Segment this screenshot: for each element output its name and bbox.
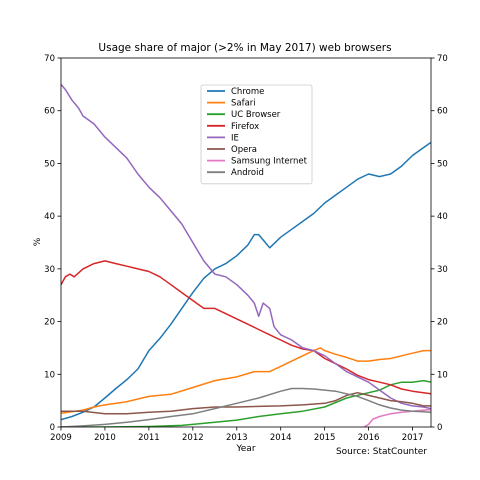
x-axis-label: Year	[235, 444, 255, 454]
chart-title: Usage share of major (>2% in May 2017) w…	[98, 42, 391, 54]
x-tick-label: 2009	[50, 433, 72, 443]
y-right-tick-label: 60	[437, 107, 448, 117]
y-axis-right: 0 10 20 30 40 50 60 70	[431, 54, 448, 433]
x-tick-label: 2014	[270, 433, 292, 443]
source-note: Source: StatCounter	[336, 447, 427, 457]
y-axis-left: 0 10 20 30 40 50 60 70	[44, 54, 61, 433]
legend-label-samsung-internet: Samsung Internet	[231, 157, 308, 167]
legend-label-opera: Opera	[231, 145, 257, 155]
legend-label-safari: Safari	[231, 99, 256, 109]
y-tick-label: 70	[44, 54, 55, 64]
x-tick-label: 2011	[138, 433, 160, 443]
series-line-uc-browser	[61, 379, 431, 427]
series-line-chrome	[61, 141, 431, 421]
y-tick-label: 30	[44, 265, 55, 275]
y-right-tick-label: 30	[437, 265, 448, 275]
x-tick-label: 2010	[94, 433, 116, 443]
plot-frame	[60, 57, 432, 428]
y-tick-label: 50	[44, 159, 55, 169]
x-tick-label: 2015	[314, 433, 336, 443]
series-line-firefox	[61, 260, 431, 395]
y-right-tick-label: 70	[437, 54, 448, 64]
series-layer	[61, 83, 431, 427]
y-axis-label: %	[33, 237, 43, 246]
y-right-tick-label: 0	[437, 423, 442, 433]
plot-area	[60, 57, 432, 428]
y-right-tick-label: 40	[437, 212, 448, 222]
series-line-ie	[61, 83, 431, 410]
legend-label-ie: IE	[231, 133, 239, 143]
x-tick-label: 2013	[226, 433, 248, 443]
legend-label-firefox: Firefox	[231, 122, 259, 132]
x-axis: 2009 2010 2011 2012 2013 2014 2015 2016 2017	[50, 427, 423, 443]
y-tick-label: 20	[44, 318, 55, 328]
y-tick-label: 60	[44, 107, 55, 117]
series-line-samsung-internet	[363, 408, 431, 427]
series-line-opera	[61, 391, 431, 415]
y-tick-label: 0	[50, 423, 55, 433]
y-tick-label: 40	[44, 212, 55, 222]
x-tick-label: 2017	[402, 433, 424, 443]
legend-label-chrome: Chrome	[231, 87, 264, 97]
x-tick-label: 2012	[182, 433, 204, 443]
series-line-android	[61, 387, 431, 427]
y-right-tick-label: 10	[437, 370, 448, 380]
legend-label-uc-browser: UC Browser	[231, 110, 281, 120]
y-tick-label: 10	[44, 370, 55, 380]
y-right-tick-label: 50	[437, 159, 448, 169]
x-tick-label: 2016	[358, 433, 380, 443]
y-right-tick-label: 20	[437, 318, 448, 328]
legend-label-android: Android	[231, 168, 264, 178]
legend-box	[200, 84, 313, 185]
series-line-safari	[61, 347, 431, 415]
